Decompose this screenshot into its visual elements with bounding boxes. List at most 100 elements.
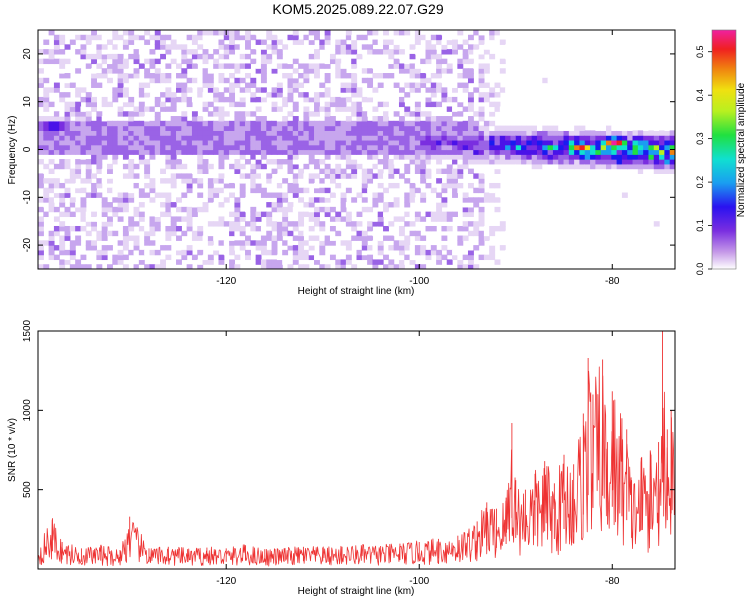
- spectrogram-cell: [324, 63, 331, 69]
- spectrogram-cell: [446, 216, 453, 222]
- spectrogram-cell: [329, 168, 336, 174]
- spectrogram-cell: [457, 235, 464, 241]
- spectrogram-cells: [38, 30, 681, 269]
- spectrogram-cell: [176, 96, 182, 103]
- spectrogram-cell: [128, 235, 135, 241]
- spectrogram-cell: [383, 149, 389, 155]
- spectrogram-cell: [191, 63, 198, 69]
- spectrogram-cell: [128, 130, 135, 136]
- spectrogram-cell: [101, 235, 108, 241]
- spectrogram-cell: [122, 149, 129, 155]
- spectrogram-cell: [260, 264, 267, 269]
- spectrogram-cell: [584, 163, 591, 170]
- spectrogram-cell: [250, 77, 257, 84]
- spectrogram-cell: [303, 249, 310, 256]
- colorbar-tick-label: 0.0: [695, 263, 705, 276]
- spectrogram-cell: [239, 144, 246, 151]
- spectrogram-cell: [112, 197, 119, 203]
- spectrogram-cell: [462, 197, 469, 203]
- spectrogram-cell: [260, 58, 267, 65]
- spectrogram-cell: [239, 111, 246, 117]
- spectrogram-cell: [181, 58, 188, 65]
- spectrogram-cell: [430, 73, 437, 79]
- spectrogram-cell: [250, 111, 257, 117]
- spectrogram-cell: [38, 240, 44, 246]
- spectrogram-cell: [377, 120, 384, 127]
- spectrogram-cell: [409, 254, 416, 261]
- spectrogram-cell: [69, 211, 76, 218]
- spectrogram-cell: [462, 144, 469, 151]
- spectrogram-cell: [356, 101, 363, 108]
- spectrogram-cell: [505, 101, 512, 108]
- spectrogram-cell: [457, 101, 464, 108]
- spectrogram-cell: [404, 163, 411, 170]
- spectrogram-cell: [361, 34, 368, 41]
- spectrogram-cell: [393, 245, 400, 251]
- spectrogram-cell: [499, 30, 506, 36]
- spectrogram-cell: [430, 49, 437, 55]
- spectrogram-cell: [314, 259, 320, 265]
- spectrogram-cell: [154, 221, 161, 227]
- spectrogram-cell: [393, 87, 400, 93]
- spectrogram-cell: [170, 230, 177, 237]
- spectrogram-cell: [436, 53, 443, 60]
- spectrogram-cell: [91, 154, 97, 160]
- spectrogram-cell: [452, 187, 458, 194]
- spectrogram-cell: [505, 230, 512, 237]
- spectrogram-cell: [112, 144, 119, 151]
- spectrogram-cell: [356, 34, 363, 41]
- spectrogram-cell: [446, 49, 453, 55]
- spectrogram-cell: [441, 235, 448, 241]
- spectrogram-cell: [675, 150, 681, 155]
- spectrogram-cell: [186, 63, 193, 69]
- spectrogram-cell: [128, 197, 135, 203]
- spectrogram-cell: [409, 82, 416, 88]
- spectrogram-cell: [324, 130, 331, 136]
- spectrogram-cell: [64, 125, 71, 131]
- spectrogram-cell: [298, 139, 305, 146]
- spectrogram-cell: [314, 211, 320, 218]
- spectrogram-cell: [521, 149, 527, 155]
- spectrogram-cell: [234, 82, 241, 88]
- spectrogram-cell: [483, 154, 490, 160]
- spectrogram-cell: [133, 182, 140, 189]
- spectrogram-cell: [436, 58, 443, 65]
- spectrogram-cell: [324, 144, 331, 151]
- spectrogram-cell: [388, 130, 395, 136]
- spectrogram-cell: [329, 120, 336, 127]
- spectrogram-cell: [675, 164, 681, 169]
- spectrogram-cell: [223, 63, 230, 69]
- spectrogram-cell: [308, 249, 315, 256]
- spectrogram-cell: [579, 125, 586, 131]
- spectrogram-cell: [229, 230, 236, 237]
- spectrogram-cell: [404, 106, 411, 112]
- spectrogram-cell: [245, 87, 251, 93]
- spectrogram-cell: [271, 130, 278, 136]
- spectrogram-cell: [637, 216, 644, 222]
- spectrogram-cell: [245, 34, 251, 41]
- spectrogram-cell: [223, 87, 230, 93]
- spectrogram-cell: [388, 39, 395, 45]
- spectrogram-cell: [425, 92, 432, 98]
- spectrogram-cell: [107, 63, 113, 69]
- spectrogram-cell: [160, 125, 166, 131]
- spectrogram-cell: [340, 130, 347, 136]
- spectrogram-cell: [489, 159, 496, 165]
- spectrogram-cell: [149, 58, 156, 65]
- spectrogram-cell: [340, 82, 347, 88]
- spectrogram-cell: [165, 192, 172, 198]
- spectrogram-cell: [128, 182, 135, 189]
- spectrogram-cell: [345, 30, 352, 36]
- spectrogram-cell: [478, 254, 485, 261]
- spectrogram-cell: [409, 130, 416, 136]
- spectrogram-cell: [404, 254, 411, 261]
- spectrogram-cell: [324, 58, 331, 65]
- spectrogram-cell: [149, 264, 156, 269]
- spectrogram-cell: [303, 120, 310, 127]
- spectrogram-cell: [414, 116, 421, 122]
- spectrogram-cell: [393, 197, 400, 203]
- spectrogram-cell: [80, 49, 87, 55]
- spectrogram-cell: [489, 168, 496, 174]
- spectrogram-cell: [107, 245, 113, 251]
